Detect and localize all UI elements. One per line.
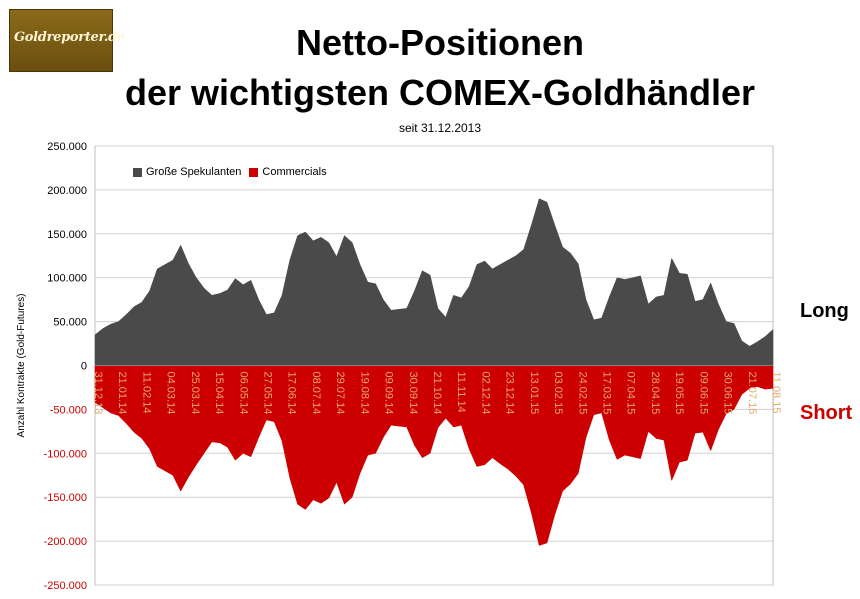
x-tick-label: 11.02.14 (140, 372, 152, 414)
x-tick-label: 30.06.15 (722, 372, 734, 415)
long-label: Long (800, 300, 849, 322)
x-tick-label: 07.04.15 (625, 372, 637, 415)
x-tick-label: 21.07.15 (746, 372, 758, 415)
x-tick-label: 21.10.14 (431, 372, 443, 415)
x-tick-label: 06.05.14 (237, 372, 249, 415)
legend-label-long: Große Spekulanten (146, 166, 242, 178)
x-tick-label: 27.05.14 (262, 372, 274, 415)
y-tick-label: 50.000 (53, 317, 87, 329)
x-tick-label: 25.03.14 (189, 372, 201, 415)
x-tick-label: 02.12.14 (479, 372, 491, 415)
chart-subtitle: seit 31.12.2013 (398, 121, 482, 135)
series-area-short (94, 365, 774, 546)
x-tick-label: 19.05.15 (673, 372, 685, 415)
y-tick-label: 0 (81, 361, 87, 373)
goldreporter-logo: Goldreporter.de (9, 9, 125, 72)
y-tick-label: -200.000 (44, 536, 87, 548)
logo-text: Goldreporter.de (14, 30, 125, 45)
x-tick-label: 15.04.14 (213, 372, 225, 415)
x-tick-label: 31.12.13 (92, 372, 104, 415)
y-tick-label: -50.000 (50, 404, 87, 416)
y-tick-label: 200.000 (47, 185, 87, 197)
x-tick-label: 28.04.15 (649, 372, 661, 415)
legend-label-short: Commercials (262, 166, 327, 178)
x-tick-label: 11.08.15 (770, 372, 782, 414)
y-tick-label: -150.000 (44, 492, 87, 504)
y-tick-label: -100.000 (44, 448, 87, 460)
x-tick-label: 17.03.15 (601, 372, 613, 415)
x-tick-label: 19.08.14 (358, 372, 370, 415)
y-tick-label: 250.000 (47, 141, 87, 153)
x-tick-label: 13.01.15 (528, 372, 540, 415)
x-tick-label: 17.06.14 (286, 372, 298, 415)
x-tick-label: 04.03.14 (165, 372, 177, 415)
y-tick-label: -250.000 (44, 580, 87, 592)
x-tick-label: 30.09.14 (407, 372, 419, 415)
y-tick-label: 150.000 (47, 229, 87, 241)
series-area-long (94, 198, 774, 366)
chart-title-line2: der wichtigsten COMEX-Goldhändler (124, 72, 756, 113)
y-tick-label: 100.000 (47, 273, 87, 285)
short-label: Short (800, 402, 853, 424)
y-axis-label: Anzahl Kontrakte (Gold-Futures) (16, 294, 27, 438)
x-tick-label: 23.12.14 (504, 372, 516, 415)
x-tick-label: 11.11.14 (455, 372, 467, 413)
legend-swatch-short (249, 167, 259, 177)
legend-item-short: Commercials (249, 166, 327, 178)
chart-title-line1: Netto-Positionen (296, 22, 584, 63)
x-tick-label: 09.09.14 (383, 372, 395, 415)
legend-item-long: Große Spekulanten (133, 166, 241, 178)
x-tick-label: 24.02.15 (576, 372, 588, 415)
chart-legend: Große Spekulanten Commercials (133, 166, 335, 178)
x-tick-label: 21.01.14 (116, 372, 128, 415)
x-tick-label: 29.07.14 (334, 372, 346, 415)
x-tick-label: 03.02.15 (552, 372, 564, 415)
legend-swatch-long (133, 167, 142, 177)
x-tick-label: 08.07.14 (310, 372, 322, 415)
x-tick-label: 09.06.15 (697, 372, 709, 415)
